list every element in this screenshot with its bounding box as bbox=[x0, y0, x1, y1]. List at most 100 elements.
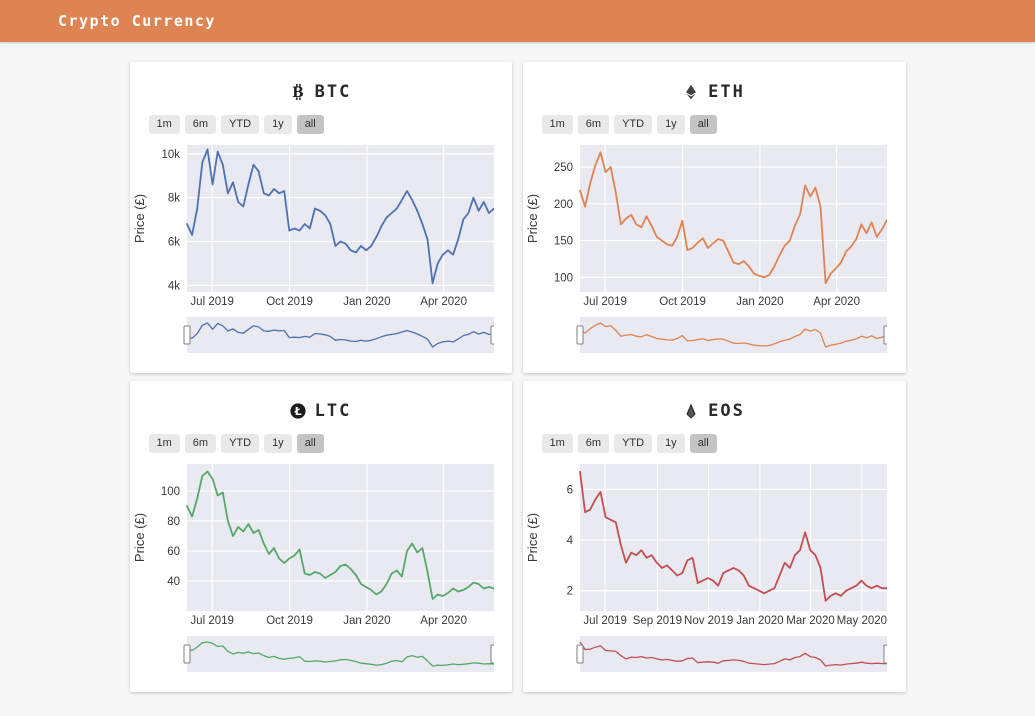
crypto-symbol: EOS bbox=[708, 401, 745, 421]
range-button-6m[interactable]: 6m bbox=[577, 115, 610, 134]
y-tick-label: 10k bbox=[161, 149, 180, 161]
range-button-1y[interactable]: 1y bbox=[657, 434, 685, 453]
x-tick-label: Jan 2020 bbox=[736, 296, 783, 308]
range-button-1m[interactable]: 1m bbox=[148, 115, 180, 134]
price-line bbox=[578, 470, 887, 602]
price-chart-svg: Jul 2019 Oct 2019 Jan 2020 Apr 2020 4k 6k 8k 10… bbox=[132, 145, 494, 308]
range-button-all[interactable]: all bbox=[689, 434, 717, 453]
card-title: EOS bbox=[523, 400, 906, 422]
price-chart: Jul 2019 Oct 2019 Jan 2020 Apr 2020 4k 6k 8k 10… bbox=[130, 141, 512, 311]
y-axis-label: Price (£) bbox=[132, 513, 147, 562]
crypto-card: ETH 1m 6m YTD 1y all Jul 2019 Oct 2019 Jan 202… bbox=[522, 62, 906, 373]
x-tick-label: Jul 2019 bbox=[190, 296, 233, 308]
y-tick-label: 250 bbox=[553, 162, 572, 174]
crypto-symbol: BTC bbox=[314, 82, 352, 102]
range-slider-area bbox=[130, 317, 512, 353]
navigator-svg bbox=[183, 317, 494, 353]
range-button-ytd[interactable]: YTD bbox=[221, 115, 260, 134]
charts-grid: B BTC 1m 6m YTD 1y all Jul 2019 Oct 2019 Jan 2… bbox=[129, 62, 906, 692]
x-tick-label: Oct 2019 bbox=[659, 296, 706, 308]
card-title: ETH bbox=[523, 81, 906, 103]
navigator-track[interactable] bbox=[186, 317, 494, 353]
x-tick-label: Jul 2019 bbox=[583, 296, 626, 308]
range-button-6m[interactable]: 6m bbox=[184, 434, 217, 453]
range-selector: 1m 6m YTD 1y all bbox=[148, 434, 512, 453]
card-title: Ł LTC bbox=[130, 400, 512, 422]
navigator-svg bbox=[576, 317, 887, 353]
range-button-1y[interactable]: 1y bbox=[264, 434, 292, 453]
y-tick-label: 2 bbox=[566, 586, 572, 598]
price-chart: Jul 2019 Oct 2019 Jan 2020 Apr 2020 100 150 20… bbox=[523, 141, 906, 311]
ltc-icon: Ł bbox=[290, 403, 306, 419]
navigator-line bbox=[186, 322, 494, 348]
y-tick-label: 200 bbox=[553, 199, 572, 211]
range-button-all[interactable]: all bbox=[689, 115, 717, 134]
y-tick-label: 60 bbox=[167, 546, 180, 558]
navigator-line bbox=[578, 641, 887, 667]
x-tick-label: Jul 2019 bbox=[190, 615, 233, 627]
slider-handle-left[interactable] bbox=[576, 644, 583, 664]
slider-handle-right[interactable] bbox=[883, 325, 887, 345]
slider-handle-left[interactable] bbox=[183, 325, 190, 345]
slider-handle-right[interactable] bbox=[490, 644, 494, 664]
price-chart: Jul 2019 Sep 2019 Nov 2019 Jan 2020 Mar 2020… bbox=[523, 460, 906, 630]
price-chart: Jul 2019 Oct 2019 Jan 2020 Apr 2020 40 60 80 10… bbox=[130, 460, 512, 630]
range-button-ytd[interactable]: YTD bbox=[221, 434, 260, 453]
range-slider-area bbox=[523, 317, 906, 353]
y-tick-label: 80 bbox=[167, 516, 180, 528]
range-button-6m[interactable]: 6m bbox=[577, 434, 610, 453]
x-tick-label: Jul 2019 bbox=[583, 615, 626, 627]
y-tick-label: 6k bbox=[167, 237, 179, 249]
x-tick-label: Jan 2020 bbox=[343, 615, 390, 627]
y-tick-label: 40 bbox=[167, 576, 180, 588]
range-button-ytd[interactable]: YTD bbox=[614, 434, 653, 453]
x-tick-label: Nov 2019 bbox=[684, 615, 733, 627]
range-selector: 1m 6m YTD 1y all bbox=[541, 115, 906, 134]
y-axis-label: Price (£) bbox=[132, 194, 147, 243]
y-tick-label: 100 bbox=[553, 272, 572, 284]
range-button-6m[interactable]: 6m bbox=[184, 115, 217, 134]
navigator-svg bbox=[576, 636, 887, 672]
x-tick-label: Jan 2020 bbox=[736, 615, 783, 627]
slider-handle-right[interactable] bbox=[490, 325, 494, 345]
y-tick-label: 4k bbox=[167, 280, 179, 292]
svg-text:Ł: Ł bbox=[293, 405, 301, 418]
price-line bbox=[185, 470, 494, 600]
navigator-svg bbox=[183, 636, 494, 672]
x-tick-label: Jan 2020 bbox=[343, 296, 390, 308]
y-tick-label: 4 bbox=[566, 535, 573, 547]
range-button-1m[interactable]: 1m bbox=[541, 434, 573, 453]
btc-icon: B bbox=[290, 84, 306, 100]
y-tick-label: 150 bbox=[553, 236, 572, 248]
x-tick-label: Sep 2019 bbox=[632, 615, 681, 627]
slider-handle-left[interactable] bbox=[183, 644, 190, 664]
range-slider-area bbox=[130, 636, 512, 672]
range-button-1m[interactable]: 1m bbox=[541, 115, 573, 134]
range-button-all[interactable]: all bbox=[296, 115, 324, 134]
navigator-line bbox=[186, 641, 494, 667]
x-tick-label: Apr 2020 bbox=[813, 296, 860, 308]
x-tick-label: May 2020 bbox=[836, 615, 886, 627]
range-button-1m[interactable]: 1m bbox=[148, 434, 180, 453]
range-slider-area bbox=[523, 636, 906, 672]
range-button-1y[interactable]: 1y bbox=[657, 115, 685, 134]
price-line bbox=[578, 151, 887, 285]
range-selector: 1m 6m YTD 1y all bbox=[541, 434, 906, 453]
y-axis-label: Price (£) bbox=[525, 513, 540, 562]
x-tick-label: Mar 2020 bbox=[786, 615, 835, 627]
range-button-ytd[interactable]: YTD bbox=[614, 115, 653, 134]
card-title: B BTC bbox=[130, 81, 512, 103]
range-button-1y[interactable]: 1y bbox=[264, 115, 292, 134]
y-tick-label: 6 bbox=[566, 484, 572, 496]
price-chart-svg: Jul 2019 Oct 2019 Jan 2020 Apr 2020 40 60 80 10… bbox=[132, 464, 494, 627]
range-selector: 1m 6m YTD 1y all bbox=[148, 115, 512, 134]
crypto-card: Ł LTC 1m 6m YTD 1y all Jul 2019 Oct 2019 Jan 2… bbox=[129, 381, 512, 692]
slider-handle-left[interactable] bbox=[576, 325, 583, 345]
slider-handle-right[interactable] bbox=[883, 644, 887, 664]
app-title: Crypto Currency bbox=[58, 12, 216, 30]
navigator-track[interactable] bbox=[579, 636, 887, 672]
crypto-symbol: ETH bbox=[708, 82, 745, 102]
crypto-symbol: LTC bbox=[314, 401, 352, 421]
range-button-all[interactable]: all bbox=[296, 434, 324, 453]
y-axis-label: Price (£) bbox=[525, 194, 540, 243]
